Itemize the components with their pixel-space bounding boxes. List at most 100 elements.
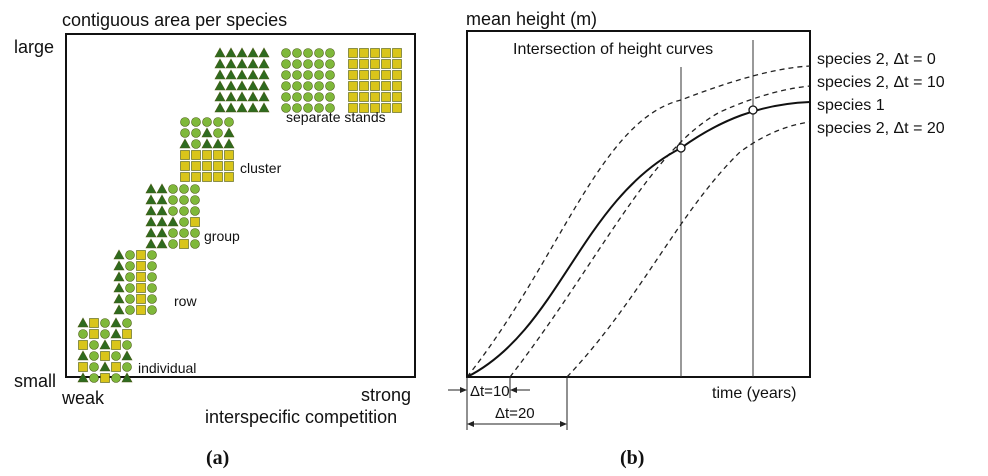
- tree-triangle: [113, 260, 125, 271]
- tree-triangle: [121, 372, 133, 383]
- tree-triangle: [156, 205, 168, 216]
- tree-square: [191, 161, 201, 171]
- tree-circle: [292, 48, 302, 58]
- tree-triangle: [113, 293, 125, 304]
- tree-triangle: [225, 80, 237, 91]
- tree-square: [370, 70, 380, 80]
- tree-triangle: [225, 47, 237, 58]
- tree-circle: [168, 195, 178, 205]
- pattern-block-stands-circles: [281, 48, 335, 113]
- tree-circle: [281, 92, 291, 102]
- legend-species2-dt20: species 2, Δt = 20: [817, 120, 945, 137]
- tree-circle: [125, 272, 135, 282]
- dt10-label: Δt=10: [470, 383, 510, 400]
- tree-square: [100, 373, 110, 383]
- tree-triangle: [145, 194, 157, 205]
- tree-circle: [213, 128, 223, 138]
- tree-circle: [314, 92, 324, 102]
- tree-triangle: [121, 350, 133, 361]
- tree-circle: [180, 117, 190, 127]
- panel-b-annotation: Intersection of height curves: [513, 41, 714, 58]
- tree-triangle: [156, 194, 168, 205]
- tree-triangle: [201, 138, 213, 149]
- tree-square: [224, 161, 234, 171]
- dt20-label: Δt=20: [495, 405, 535, 422]
- tree-square: [136, 294, 146, 304]
- tree-square: [78, 340, 88, 350]
- tree-circle: [292, 81, 302, 91]
- tree-triangle: [77, 372, 89, 383]
- curve-species2-dt20: [566, 121, 811, 378]
- pattern-block-individual: [77, 317, 133, 383]
- tree-circle: [325, 70, 335, 80]
- tree-triangle: [258, 102, 270, 113]
- tree-square: [348, 81, 358, 91]
- tree-triangle: [167, 216, 179, 227]
- tree-square: [359, 70, 369, 80]
- legend-species1: species 1: [817, 97, 885, 114]
- tree-circle: [325, 103, 335, 113]
- tree-circle: [147, 261, 157, 271]
- tree-circle: [111, 351, 121, 361]
- tree-circle: [179, 228, 189, 238]
- pattern-label-group: group: [204, 228, 240, 244]
- tree-circle: [191, 117, 201, 127]
- tree-triangle: [214, 47, 226, 58]
- dt20-arrowhead-right: [560, 421, 567, 427]
- tree-square: [100, 351, 110, 361]
- tree-circle: [89, 340, 99, 350]
- tree-square: [136, 261, 146, 271]
- tree-circle: [303, 81, 313, 91]
- tree-triangle: [156, 183, 168, 194]
- tree-square: [190, 217, 200, 227]
- tree-square: [213, 161, 223, 171]
- tree-triangle: [179, 138, 191, 149]
- tree-circle: [179, 217, 189, 227]
- tree-square: [370, 92, 380, 102]
- tree-triangle: [258, 58, 270, 69]
- tree-triangle: [113, 271, 125, 282]
- panel-a-weak-label: weak: [62, 388, 105, 408]
- legend-species2-dt10: species 2, Δt = 10: [817, 74, 945, 91]
- tree-triangle: [156, 216, 168, 227]
- tree-circle: [191, 128, 201, 138]
- tree-circle: [179, 195, 189, 205]
- tree-circle: [325, 48, 335, 58]
- pattern-block-stands-squares: [348, 48, 402, 113]
- tree-square: [191, 150, 201, 160]
- tree-triangle: [110, 317, 122, 328]
- tree-circle: [303, 92, 313, 102]
- panel-a-y-axis-title: contiguous area per species: [62, 10, 288, 30]
- tree-triangle: [145, 205, 157, 216]
- tree-square: [78, 362, 88, 372]
- panel-b-y-axis-title: mean height (m): [466, 9, 598, 29]
- pattern-label-individual: individual: [138, 360, 197, 376]
- curve-species1: [466, 101, 811, 378]
- panel-b-caption: (b): [620, 447, 645, 469]
- tree-square: [370, 59, 380, 69]
- tree-circle: [89, 351, 99, 361]
- tree-circle: [281, 81, 291, 91]
- tree-square: [202, 161, 212, 171]
- tree-circle: [191, 139, 201, 149]
- dt20-arrowhead-left: [467, 421, 474, 427]
- tree-square: [359, 103, 369, 113]
- pattern-label-cluster: cluster: [240, 160, 282, 176]
- panel-b-x-axis-title: time (years): [712, 385, 797, 402]
- legend-species2-dt0: species 2, Δt = 0: [817, 51, 936, 68]
- tree-circle: [100, 318, 110, 328]
- tree-circle: [190, 184, 200, 194]
- tree-triangle: [214, 58, 226, 69]
- tree-circle: [303, 103, 313, 113]
- tree-triangle: [247, 69, 259, 80]
- dt10-arrowhead-left: [460, 387, 467, 393]
- tree-square: [359, 81, 369, 91]
- tree-circle: [190, 239, 200, 249]
- tree-square: [136, 272, 146, 282]
- tree-triangle: [225, 69, 237, 80]
- tree-square: [136, 305, 146, 315]
- tree-circle: [281, 70, 291, 80]
- tree-square: [180, 161, 190, 171]
- tree-circle: [281, 103, 291, 113]
